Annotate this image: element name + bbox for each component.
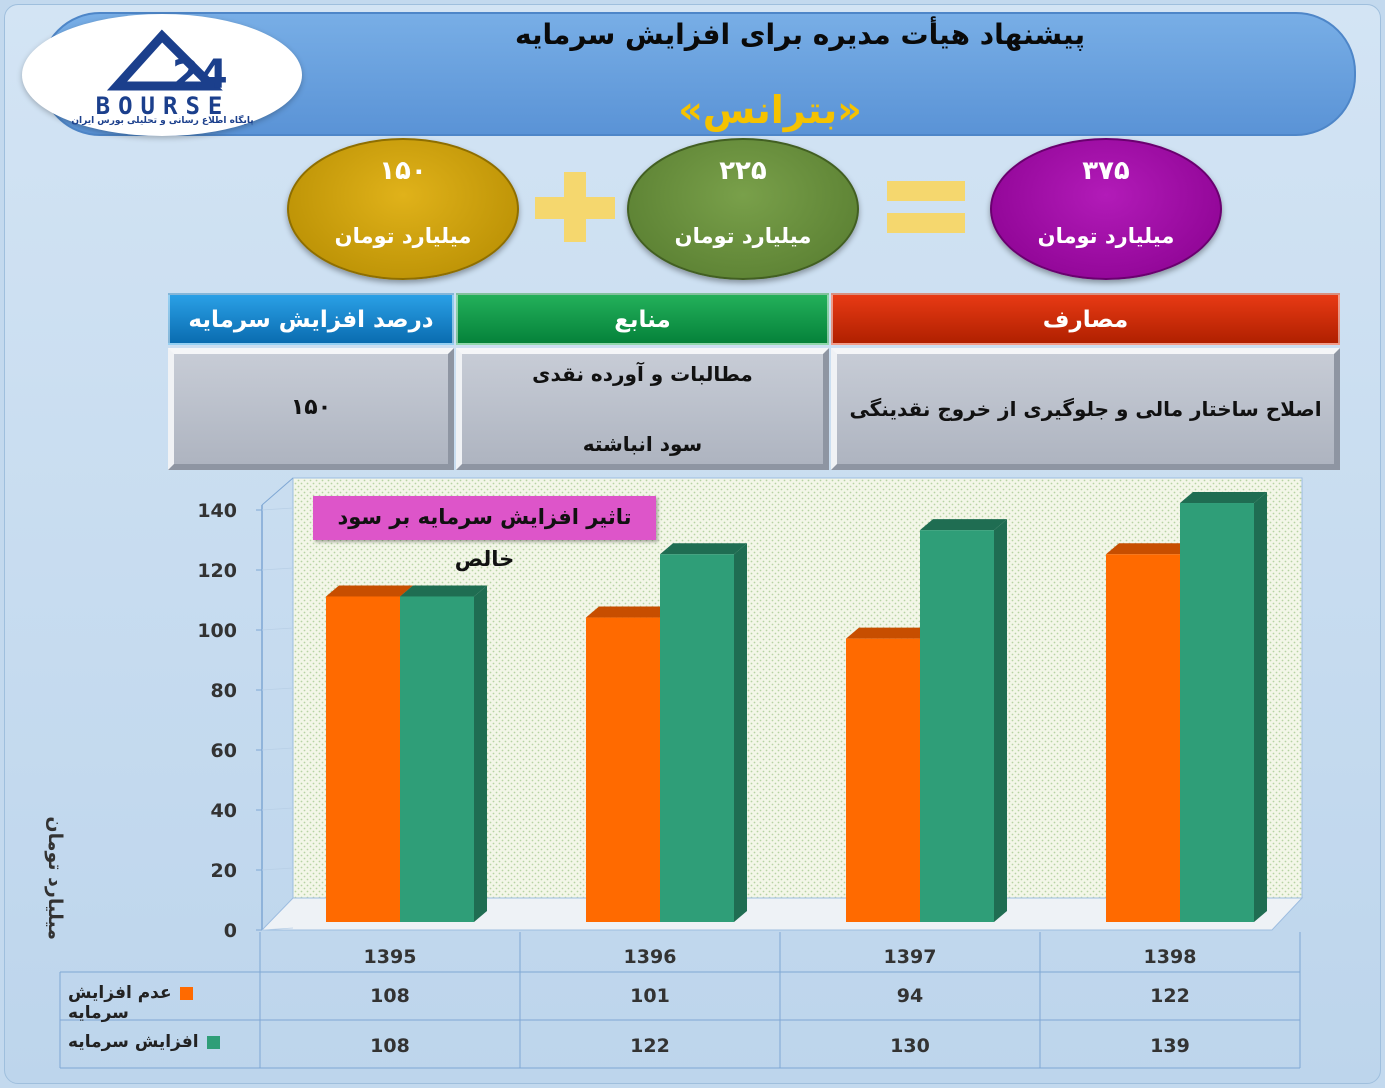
bar <box>1106 554 1180 922</box>
oval-result-value: ۳۷۵ <box>1082 156 1130 186</box>
data-label: 94 <box>897 985 923 1007</box>
bar-top <box>1106 543 1193 555</box>
bar-top <box>920 519 1007 531</box>
y-depth-tick <box>261 507 294 511</box>
y-tick-label: 100 <box>197 620 237 642</box>
cell-percent: ۱۵۰ <box>168 348 454 470</box>
y-tick-label: 60 <box>211 740 237 762</box>
bar <box>1180 503 1254 922</box>
logo-tagline: پایگاه اطلاع رسانی و تحلیلی بورس ایران <box>71 116 254 126</box>
bar <box>660 554 734 922</box>
logo-mark-icon: 24 <box>106 29 228 98</box>
y-depth-tick <box>261 627 294 631</box>
bar-side <box>474 585 487 922</box>
bar-side <box>1254 492 1267 922</box>
bar-side <box>994 519 1007 922</box>
legend-series-2: افزایش سرمایه <box>68 1032 258 1052</box>
y-depth-tick <box>261 687 294 691</box>
y-depth-tick <box>261 567 294 571</box>
cell-sources: مطالبات و آورده نقدی سود انباشته <box>456 348 829 470</box>
source-item: سود انباشته <box>582 432 703 456</box>
header-sources: منابع <box>456 293 829 345</box>
x-tick-label: 1397 <box>884 946 937 968</box>
legend-swatch-green <box>206 1035 220 1049</box>
legend-swatch-orange <box>179 986 193 1000</box>
y-tick-label: 120 <box>197 560 237 582</box>
bar <box>326 596 400 922</box>
page-title: پیشنهاد هیأت مدیره برای افزایش سرمایه <box>515 18 1085 51</box>
y-tick-label: 140 <box>197 500 237 522</box>
bourse24-logo: 24 <box>22 14 302 136</box>
data-label: 122 <box>1150 985 1190 1007</box>
bar-top <box>326 585 413 597</box>
x-tick-label: 1395 <box>364 946 417 968</box>
y-depth-tick <box>261 867 294 871</box>
y-tick-label: 20 <box>211 860 237 882</box>
source-item: مطالبات و آورده نقدی <box>532 362 753 386</box>
y-tick-label: 40 <box>211 800 237 822</box>
oval-left-value: ۱۵۰ <box>379 156 427 186</box>
legend-series-1: عدم افزایش سرمایه <box>68 983 258 1023</box>
chart-title: تاثیر افزایش سرمایه بر سود خالص <box>313 496 656 571</box>
data-label: 101 <box>630 985 670 1007</box>
bar-top <box>586 606 673 618</box>
x-tick-label: 1396 <box>624 946 677 968</box>
oval-middle: ۲۲۵ میلیارد تومان <box>627 138 859 280</box>
bar-top <box>400 585 487 597</box>
bar-top <box>846 627 933 639</box>
y-tick-label: 80 <box>211 680 237 702</box>
header-percent: درصد افزایش سرمایه <box>168 293 454 345</box>
oval-left: ۱۵۰ میلیارد تومان <box>287 138 519 280</box>
data-label: 139 <box>1150 1035 1190 1057</box>
bar <box>400 596 474 922</box>
equals-icon-bar <box>887 213 965 233</box>
bar-top <box>660 543 747 555</box>
y-depth-tick <box>261 807 294 811</box>
logo-number: 24 <box>172 52 228 98</box>
plus-icon <box>564 172 586 242</box>
bar <box>846 638 920 922</box>
bar-top <box>1180 492 1267 504</box>
oval-result: ۳۷۵ میلیارد تومان <box>990 138 1222 280</box>
bar <box>920 530 994 922</box>
legend-label: عدم افزایش سرمایه <box>68 983 172 1023</box>
y-depth-tick <box>261 747 294 751</box>
legend-label: افزایش سرمایه <box>68 1032 199 1052</box>
equals-icon <box>887 181 965 201</box>
oval-result-unit: میلیارد تومان <box>1037 224 1175 248</box>
bar-side <box>734 543 747 922</box>
y-tick-label: 0 <box>224 920 237 942</box>
oval-left-unit: میلیارد تومان <box>334 224 472 248</box>
bar <box>586 617 660 922</box>
data-label: 130 <box>890 1035 930 1057</box>
x-tick-label: 1398 <box>1144 946 1197 968</box>
oval-middle-unit: میلیارد تومان <box>674 224 812 248</box>
y-axis-depth <box>261 477 294 506</box>
data-label: 108 <box>370 985 410 1007</box>
logo-brand: BOURSE <box>95 92 231 120</box>
cell-uses: اصلاح ساختار مالی و جلوگیری از خروج نقدی… <box>831 348 1340 470</box>
header-uses: مصارف <box>831 293 1340 345</box>
company-name: «بترانس» <box>678 88 862 132</box>
oval-middle-value: ۲۲۵ <box>719 156 767 186</box>
bar-chart: 0 20 40 60 80 100 120 140 1395 108 108 1396 101 122 13… <box>59 477 1304 1069</box>
y-depth-tick <box>261 927 294 931</box>
data-label: 122 <box>630 1035 670 1057</box>
data-label: 108 <box>370 1035 410 1057</box>
y-axis-label: میلیارد تومان <box>44 816 66 940</box>
